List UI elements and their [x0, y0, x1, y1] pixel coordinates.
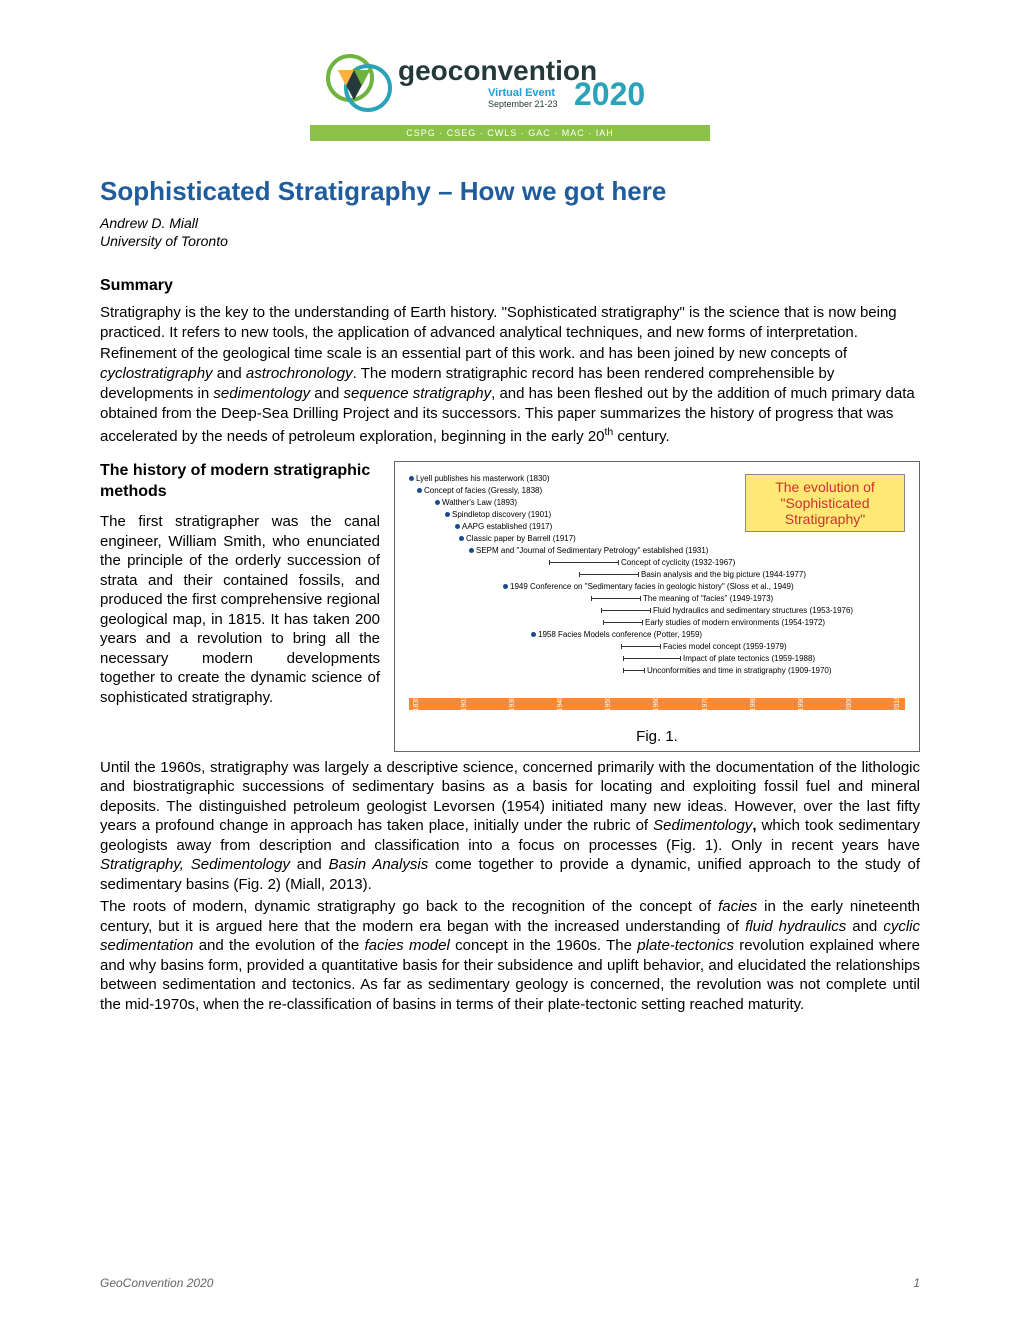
chart-bar-icon — [621, 646, 661, 647]
chart-item: 1958 Facies Models conference (Potter, 1… — [531, 630, 702, 639]
chart-item-label: The meaning of "facies" (1949-1973) — [643, 594, 773, 603]
author-affiliation: University of Toronto — [100, 233, 920, 249]
page-footer: GeoConvention 2020 1 — [100, 1276, 920, 1290]
logo-text: geoconvention — [398, 55, 597, 86]
axis-year-label: 2000 — [846, 696, 853, 712]
summary-text: Stratigraphy is the key to the understan… — [100, 303, 920, 447]
chart-bar-icon — [549, 562, 619, 563]
axis-year-label: 1930 — [509, 696, 516, 712]
left-column: The history of modern stratigraphic meth… — [100, 461, 380, 752]
chart-item-label: Classic paper by Barrell (1917) — [466, 534, 576, 543]
history-left-text: The first stratigrapher was the canal en… — [100, 512, 380, 707]
chart-item-label: SEPM and "Journal of Sedimentary Petrolo… — [476, 546, 708, 555]
chart-item: Lyell publishes his masterwork (1830) — [409, 474, 550, 483]
logo-virtual: Virtual Event — [488, 87, 555, 99]
logo-year: 2020 — [574, 76, 645, 112]
footer-left: GeoConvention 2020 — [100, 1276, 213, 1290]
chart-item-label: Walther's Law (1893) — [442, 498, 517, 507]
history-heading: The history of modern stratigraphic meth… — [100, 461, 380, 503]
chart-item-label: 1958 Facies Models conference (Potter, 1… — [538, 630, 702, 639]
axis-year-label: 1950 — [605, 696, 612, 712]
chart-title-line2: "Sophisticated Stratigraphy" — [780, 495, 869, 527]
chart-dot-icon — [469, 548, 474, 553]
chart-item-label: Early studies of modern environments (19… — [645, 618, 825, 627]
footer-page-number: 1 — [913, 1276, 920, 1290]
paper-title: Sophisticated Stratigraphy – How we got … — [100, 176, 920, 207]
chart-item: Fluid hydraulics and sedimentary structu… — [601, 606, 853, 615]
chart-dot-icon — [503, 584, 508, 589]
axis-year-label: 1940 — [557, 696, 564, 712]
geoconvention-logo: geoconvention Virtual Event September 21… — [310, 50, 710, 120]
chart-title: The evolution of "Sophisticated Stratigr… — [745, 474, 905, 532]
history-full-text-2: The roots of modern, dynamic stratigraph… — [100, 897, 920, 1014]
chart-item: The meaning of "facies" (1949-1973) — [591, 594, 773, 603]
chart-item: 1949 Conference on "Sedimentary facies i… — [503, 582, 794, 591]
chart-item-label: Unconformities and time in stratigraphy … — [647, 666, 832, 675]
chart-item: SEPM and "Journal of Sedimentary Petrolo… — [469, 546, 708, 555]
org-bar: CSPG · CSEG · CWLS · GAC · MAC · IAH — [310, 125, 710, 141]
chart-item-label: AAPG established (1917) — [462, 522, 552, 531]
chart-bar-icon — [601, 610, 651, 611]
chart-dot-icon — [455, 524, 460, 529]
author-name: Andrew D. Miall — [100, 215, 920, 231]
chart-dot-icon — [417, 488, 422, 493]
chart-title-line1: The evolution of — [775, 479, 875, 495]
chart-item-label: Facies model concept (1959-1979) — [663, 642, 787, 651]
chart-bar-icon — [623, 658, 681, 659]
chart-item-label: Concept of facies (Gressly, 1838) — [424, 486, 542, 495]
summary-heading: Summary — [100, 277, 920, 295]
two-column-section: The history of modern stratigraphic meth… — [100, 461, 920, 752]
chart-bar-icon — [579, 574, 639, 575]
axis-year-label: 1960 — [653, 696, 660, 712]
chart-bar-icon — [591, 598, 641, 599]
timeline-chart: The evolution of "Sophisticated Stratigr… — [401, 468, 913, 724]
figure-1-box: The evolution of "Sophisticated Stratigr… — [394, 461, 920, 752]
chart-item: Early studies of modern environments (19… — [603, 618, 825, 627]
axis-year-label: 1990 — [798, 696, 805, 712]
logo-header: geoconvention Virtual Event September 21… — [100, 50, 920, 141]
right-column: The evolution of "Sophisticated Stratigr… — [394, 461, 920, 752]
chart-item-label: Basin analysis and the big picture (1944… — [641, 570, 806, 579]
figure-caption: Fig. 1. — [401, 728, 913, 745]
chart-dot-icon — [531, 632, 536, 637]
logo-container: geoconvention Virtual Event September 21… — [310, 50, 710, 141]
chart-item: Classic paper by Barrell (1917) — [459, 534, 576, 543]
chart-item-label: 1949 Conference on "Sedimentary facies i… — [510, 582, 794, 591]
chart-item: Facies model concept (1959-1979) — [621, 642, 787, 651]
chart-item-label: Fluid hydraulics and sedimentary structu… — [653, 606, 853, 615]
chart-item: Impact of plate tectonics (1959-1988) — [623, 654, 815, 663]
chart-item-label: Impact of plate tectonics (1959-1988) — [683, 654, 815, 663]
chart-item-label: Lyell publishes his masterwork (1830) — [416, 474, 550, 483]
logo-dates: September 21-23 — [488, 99, 558, 109]
chart-item: Walther's Law (1893) — [435, 498, 517, 507]
history-full-text-1: Until the 1960s, stratigraphy was largel… — [100, 758, 920, 895]
chart-item: AAPG established (1917) — [455, 522, 552, 531]
chart-item-label: Spindletop discovery (1901) — [452, 510, 551, 519]
chart-item: Concept of facies (Gressly, 1838) — [417, 486, 542, 495]
chart-dot-icon — [445, 512, 450, 517]
chart-dot-icon — [409, 476, 414, 481]
chart-axis: 1830 1901 1930 1940 1950 1960 1970 1980 1990 2000… — [409, 698, 905, 710]
chart-item: Spindletop discovery (1901) — [445, 510, 551, 519]
chart-item: Concept of cyclicity (1932-1967) — [549, 558, 735, 567]
axis-year-label: 1901 — [461, 696, 468, 712]
chart-item: Unconformities and time in stratigraphy … — [623, 666, 832, 675]
chart-item-label: Concept of cyclicity (1932-1967) — [621, 558, 735, 567]
chart-dot-icon — [459, 536, 464, 541]
axis-year-label: 2016 — [894, 696, 901, 712]
chart-item: Basin analysis and the big picture (1944… — [579, 570, 806, 579]
chart-dot-icon — [435, 500, 440, 505]
axis-year-label: 1970 — [702, 696, 709, 712]
chart-bar-icon — [623, 670, 645, 671]
axis-year-label: 1980 — [750, 696, 757, 712]
chart-bar-icon — [603, 622, 643, 623]
axis-year-label: 1830 — [413, 696, 420, 712]
